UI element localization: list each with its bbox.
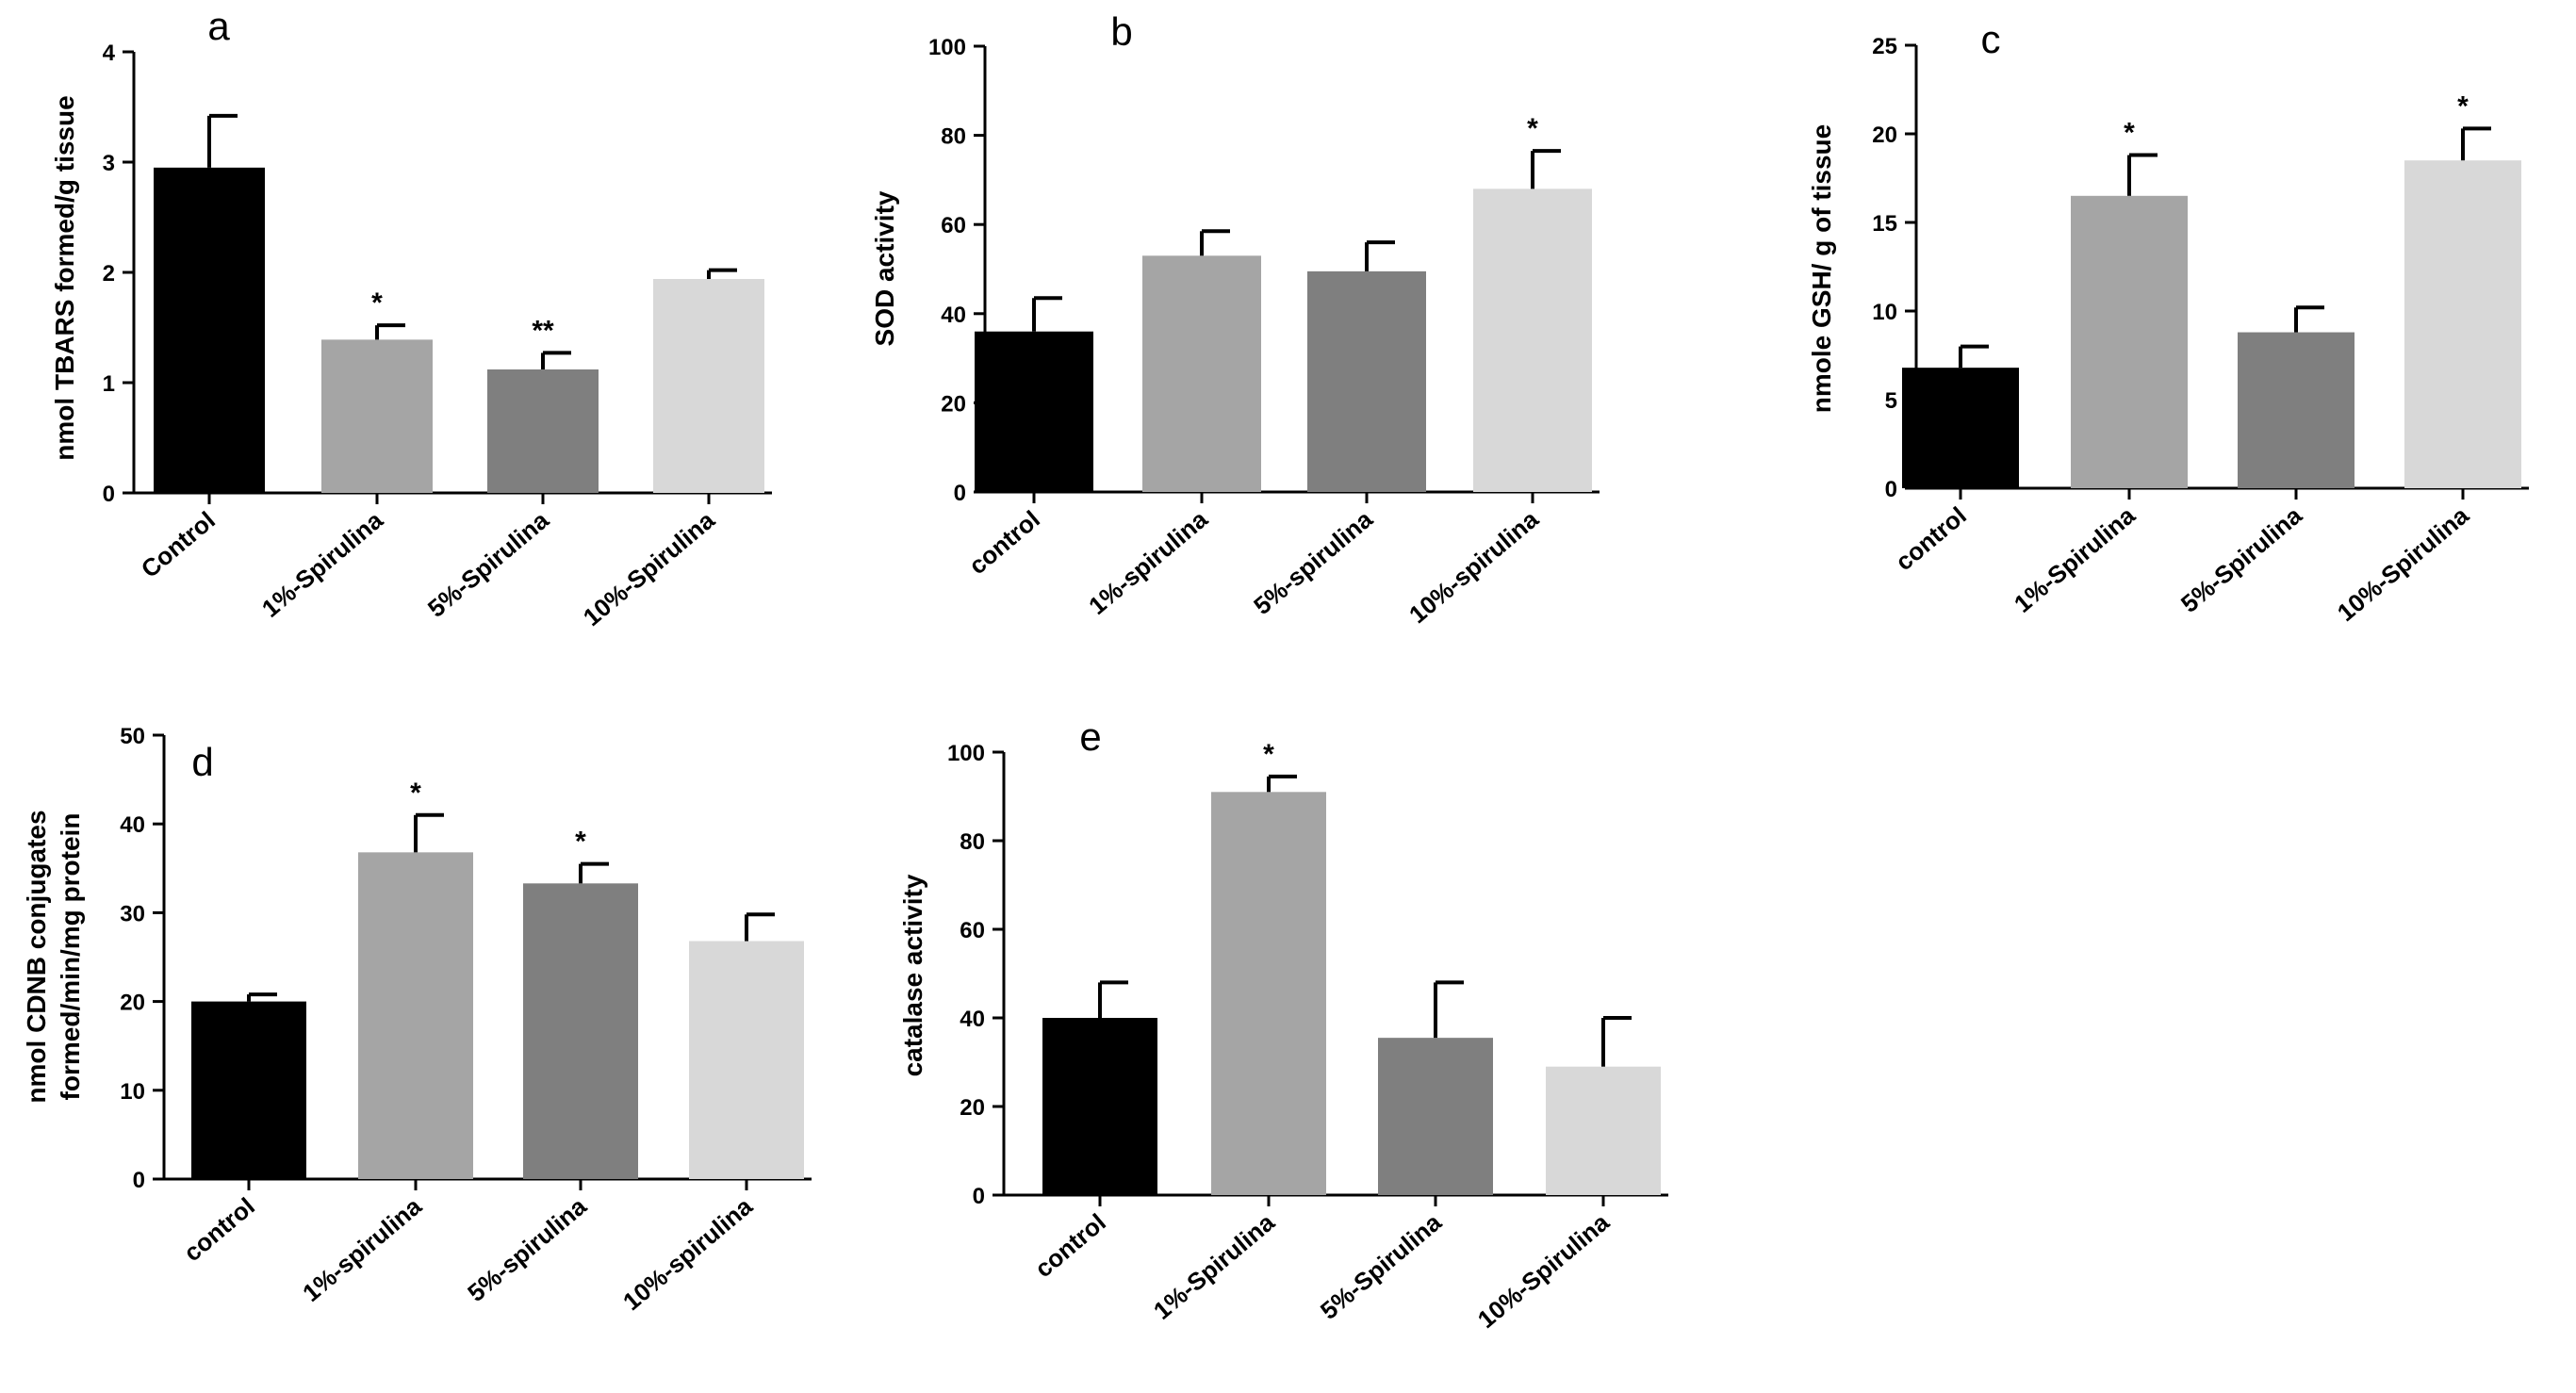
x-tick-label: 10%-spirulina xyxy=(1403,504,1544,629)
y-tick-label: 0 xyxy=(954,481,966,506)
panel-label: d xyxy=(191,740,213,784)
x-tick-label: 1%-Spirulina xyxy=(1148,1207,1280,1325)
y-tick-label: 0 xyxy=(133,1168,145,1193)
bar xyxy=(653,279,764,493)
y-tick-label: 4 xyxy=(103,41,116,66)
significance-marker: * xyxy=(1527,113,1538,144)
significance-marker: * xyxy=(575,827,586,858)
y-tick-label: 100 xyxy=(947,741,985,766)
bar xyxy=(154,167,265,493)
y-tick-label: 60 xyxy=(960,918,985,943)
y-tick-label: 20 xyxy=(120,991,145,1016)
panel-label: c xyxy=(1981,17,2001,61)
y-tick-label: 100 xyxy=(928,35,966,60)
bar xyxy=(2071,195,2188,489)
x-tick-label: 10%-Spirulina xyxy=(1472,1207,1615,1334)
bar xyxy=(191,1001,306,1179)
y-tick-label: 2 xyxy=(103,261,115,287)
panel-label: b xyxy=(1110,9,1132,54)
y-tick-label: 10 xyxy=(120,1079,145,1105)
x-tick-label: 1%-spirulina xyxy=(297,1191,427,1307)
significance-marker: ** xyxy=(532,315,554,346)
bar xyxy=(487,369,599,493)
y-axis-label: nmol CDNB conjugates xyxy=(22,810,51,1103)
y-tick-label: 25 xyxy=(1872,34,1897,59)
y-tick-label: 20 xyxy=(1872,123,1897,148)
significance-marker: * xyxy=(2124,118,2135,149)
chart-panel-c: 0 5 10 15 20 25 nmole GSH/ g of tissue c control… xyxy=(1807,17,2529,627)
x-tick-label: 1%-Spirulina xyxy=(2009,500,2141,618)
y-tick-label: 80 xyxy=(960,829,985,855)
y-tick-label: 30 xyxy=(120,901,145,926)
bar xyxy=(358,852,473,1179)
y-tick-label: 40 xyxy=(120,812,145,838)
panel-label: e xyxy=(1079,714,1101,759)
y-tick-label: 15 xyxy=(1872,211,1897,237)
bar xyxy=(321,339,433,493)
bar xyxy=(689,941,804,1179)
x-tick-label: 10%-spirulina xyxy=(617,1191,758,1316)
y-axis-label: SOD activity xyxy=(870,190,899,346)
y-tick-label: 20 xyxy=(941,391,966,417)
bar xyxy=(1142,255,1261,492)
x-tick-label: control xyxy=(178,1192,260,1268)
x-tick-label: control xyxy=(1029,1208,1111,1284)
y-tick-label: 3 xyxy=(103,151,115,176)
chart-panel-d: 0 10 20 30 40 50 nmol CDNB conjugates formed/mi… xyxy=(22,724,812,1316)
x-tick-label: 5%-Spirulina xyxy=(422,505,554,623)
x-tick-label: control xyxy=(963,505,1045,581)
x-tick-label: Control xyxy=(136,506,221,583)
x-tick-label: 5%-Spirulina xyxy=(1315,1207,1447,1325)
x-tick-label: 5%-Spirulina xyxy=(2175,500,2307,618)
y-tick-label: 5 xyxy=(1885,388,1897,414)
y-tick-label: 50 xyxy=(120,724,145,749)
y-tick-label: 80 xyxy=(941,124,966,150)
y-tick-label: 40 xyxy=(941,303,966,328)
bar xyxy=(1211,792,1326,1195)
x-tick-label: 5%-spirulina xyxy=(1248,504,1378,620)
bar xyxy=(1378,1038,1493,1195)
significance-marker: * xyxy=(410,778,421,809)
y-axis-label: catalase activity xyxy=(898,874,927,1076)
y-tick-label: 20 xyxy=(960,1095,985,1121)
y-tick-label: 0 xyxy=(1885,477,1897,502)
bar xyxy=(975,331,1093,492)
y-axis-label: nmole GSH/ g of tissue xyxy=(1807,124,1836,413)
y-tick-label: 0 xyxy=(103,482,115,507)
chart-panel-b: 0 20 40 60 80 100 SOD activity b control 1%-spiru… xyxy=(870,9,1600,629)
x-tick-label: 10%-Spirulina xyxy=(2332,500,2474,627)
x-tick-label: 1%-Spirulina xyxy=(256,505,388,623)
bar xyxy=(1307,270,1426,492)
y-axis-label: formed/min/mg protein xyxy=(56,813,85,1101)
bar xyxy=(1473,188,1592,493)
y-axis-label: nmol TBARS formed/g tissue xyxy=(50,95,79,460)
x-tick-label: 1%-spirulina xyxy=(1083,504,1213,620)
bar xyxy=(2404,160,2521,488)
panel-label: a xyxy=(207,4,230,48)
chart-panel-a: 0 1 2 3 4 nmol TBARS formed/g tissue a Control *… xyxy=(50,4,772,631)
x-tick-label: control xyxy=(1890,501,1972,577)
chart-panel-e: 0 20 40 60 80 100 catalase activity e control * 1%… xyxy=(898,714,1668,1334)
bar xyxy=(1902,368,2019,488)
bar xyxy=(1546,1066,1661,1195)
y-tick-label: 10 xyxy=(1872,300,1897,325)
x-tick-label: 10%-Spirulina xyxy=(578,505,720,631)
bar xyxy=(523,883,638,1179)
bar xyxy=(1042,1018,1157,1195)
x-tick-label: 5%-spirulina xyxy=(462,1191,592,1307)
significance-marker: * xyxy=(2457,90,2469,122)
y-tick-label: 60 xyxy=(941,213,966,238)
significance-marker: * xyxy=(1263,739,1274,770)
bar xyxy=(2238,332,2354,488)
y-tick-label: 1 xyxy=(103,371,115,397)
y-tick-label: 0 xyxy=(973,1184,985,1209)
significance-marker: * xyxy=(371,287,383,319)
y-tick-label: 40 xyxy=(960,1007,985,1032)
